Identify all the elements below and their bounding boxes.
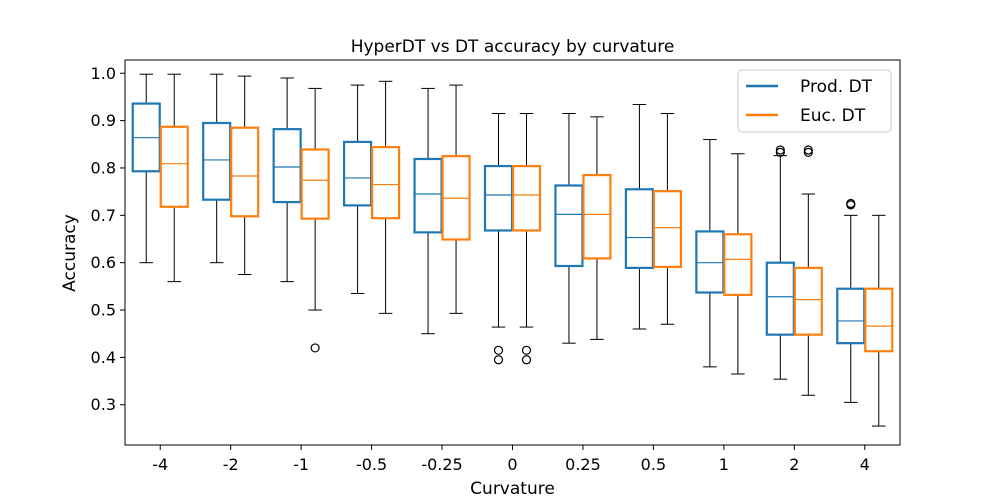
box-rect [695, 230, 725, 294]
x-tick-label: -4 [152, 455, 168, 474]
box-0-9 [765, 145, 795, 380]
flier-point [803, 145, 813, 155]
box-rect [765, 261, 795, 336]
box-rect [159, 125, 189, 208]
y-tick-label: 0.3 [91, 395, 116, 414]
x-axis: -4 -2 -1 -0.5 -0.25 0 0.25 0.5 1 2 4 [152, 445, 870, 474]
x-tick-label: -0.25 [421, 455, 462, 474]
box-1-0 [159, 73, 189, 283]
box-rect [652, 190, 683, 269]
legend-label: Euc. DT [800, 106, 866, 126]
box-0-10 [836, 198, 866, 403]
box-rect [836, 287, 866, 345]
x-tick-label: -0.5 [356, 455, 387, 474]
y-axis-label: Accuracy [60, 214, 80, 292]
box-1-2 [300, 87, 330, 353]
box-0-3 [342, 84, 373, 294]
box-1-4 [441, 84, 471, 314]
box-1-9 [793, 145, 823, 396]
box-rect [272, 128, 302, 204]
box-1-1 [230, 75, 260, 276]
flier-point [521, 355, 532, 365]
y-tick-label: 0.6 [91, 253, 116, 272]
legend-label: Prod. DT [800, 77, 873, 97]
box-rect [864, 287, 894, 353]
box-rect [483, 164, 514, 232]
box-rect [342, 140, 373, 207]
box-0-0 [131, 73, 161, 264]
x-tick-label: 0.25 [565, 455, 601, 474]
box-rect [511, 164, 542, 232]
y-tick-label: 1.0 [91, 64, 116, 83]
y-axis: 0.3 0.4 0.5 0.6 0.7 0.8 0.9 1.0 [91, 64, 125, 414]
box-1-3 [370, 80, 401, 314]
plot-area [124, 59, 901, 446]
x-tick-label: 0 [507, 455, 517, 474]
box-1-7 [652, 113, 683, 325]
x-axis-label: Curvature [470, 479, 555, 499]
box-rect [554, 184, 584, 268]
box-rect [202, 121, 232, 201]
y-tick-label: 0.8 [91, 158, 116, 177]
box-rect [582, 173, 612, 260]
y-tick-label: 0.9 [91, 111, 116, 130]
box-1-5 [511, 113, 542, 365]
x-tick-label: -1 [293, 455, 309, 474]
x-tick-label: -2 [223, 455, 239, 474]
box-0-6 [554, 113, 584, 344]
flier-point [775, 147, 785, 157]
box-rect [723, 233, 753, 296]
box-0-5 [483, 113, 514, 365]
box-0-2 [272, 77, 302, 283]
flier-point [846, 200, 856, 210]
y-tick-label: 0.5 [91, 301, 116, 320]
box-rect [413, 157, 443, 234]
box-1-10 [864, 214, 894, 427]
legend: Prod. DT Euc. DT [737, 69, 892, 133]
flier-point [775, 145, 785, 155]
box-0-1 [202, 73, 232, 264]
box-rect [793, 266, 823, 336]
box-rect [624, 188, 655, 269]
box-0-7 [624, 104, 655, 330]
flier-point [803, 147, 813, 157]
flier-point [310, 343, 320, 353]
box-rect [370, 146, 401, 220]
box-0-4 [413, 87, 443, 335]
chart-title: HyperDT vs DT accuracy by curvature [351, 37, 675, 57]
x-tick-label: 2 [789, 455, 799, 474]
y-tick-label: 0.7 [91, 206, 116, 225]
x-tick-label: 0.5 [641, 455, 666, 474]
x-tick-label: 4 [860, 455, 870, 474]
flier-point [521, 345, 532, 355]
box-1-8 [723, 153, 753, 375]
box-rect [300, 148, 330, 220]
box-1-6 [582, 116, 612, 340]
flier-point [493, 345, 504, 355]
box-rect [230, 126, 260, 218]
box-0-8 [695, 139, 725, 368]
x-tick-label: 1 [719, 455, 729, 474]
y-tick-label: 0.4 [91, 348, 116, 367]
flier-point [493, 355, 504, 365]
